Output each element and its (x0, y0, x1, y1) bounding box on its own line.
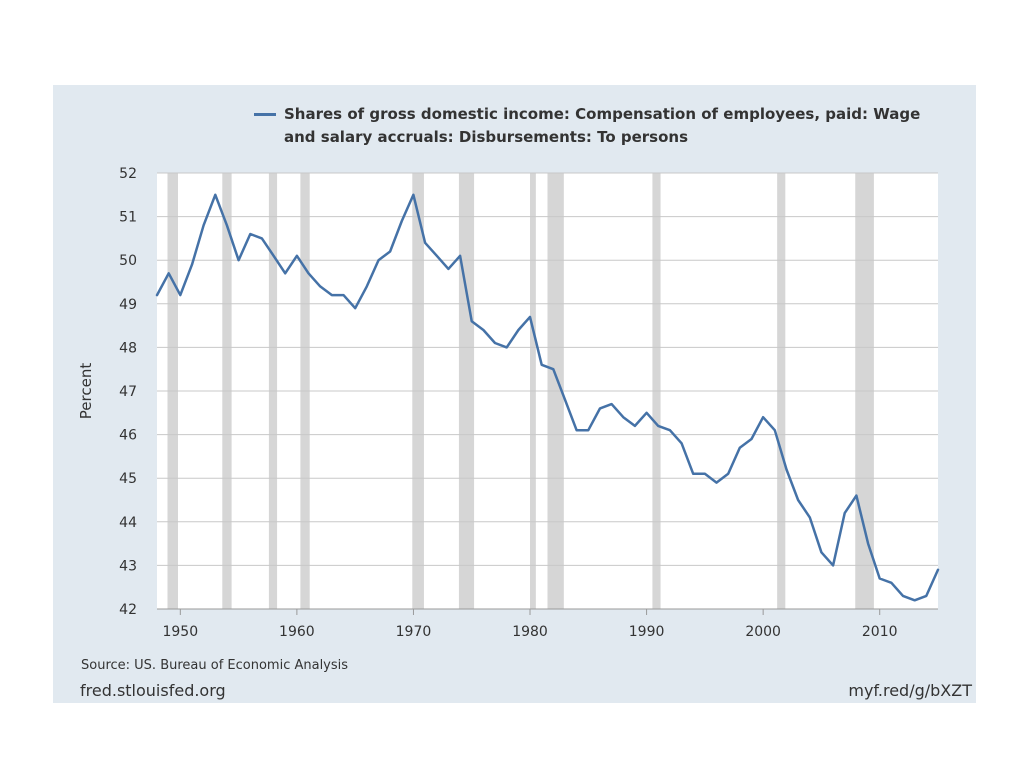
x-axis-ticks: 1950 1960 1970 1980 1990 2000 2010 (157, 608, 938, 640)
y-tick-label: 46 (119, 428, 137, 444)
y-tick-label: 50 (119, 253, 137, 269)
short-link[interactable]: myf.red/g/bXZT (848, 681, 972, 700)
y-tick-label: 48 (119, 340, 137, 356)
x-tick-label: 2010 (862, 624, 898, 640)
y-tick-label: 49 (119, 297, 137, 313)
y-tick-label: 42 (119, 602, 137, 618)
x-tick-label: 1980 (512, 624, 548, 640)
series-line[interactable] (155, 193, 940, 602)
y-tick-label: 51 (119, 210, 137, 226)
y-tick-label: 52 (119, 166, 137, 182)
x-tick-label: 1950 (162, 624, 198, 640)
source-note: Source: US. Bureau of Economic Analysis (81, 658, 349, 673)
y-axis-label: Percent (77, 363, 95, 420)
x-tick-label: 1970 (396, 624, 432, 640)
y-tick-label: 47 (119, 384, 137, 400)
x-tick-label: 1990 (629, 624, 665, 640)
y-tick-label: 44 (119, 515, 137, 531)
x-tick-label: 2000 (745, 624, 781, 640)
legend-label: Shares of gross domestic income: Compens… (284, 105, 921, 146)
x-tick-label: 1960 (279, 624, 315, 640)
series-group (155, 193, 940, 602)
y-tick-label: 45 (119, 471, 137, 487)
y-tick-label: 43 (119, 558, 137, 574)
fred-link[interactable]: fred.stlouisfed.org (80, 681, 226, 700)
y-axis-ticks: 42 43 44 45 46 47 48 49 50 51 52 (119, 166, 137, 618)
legend-swatch (254, 113, 276, 116)
